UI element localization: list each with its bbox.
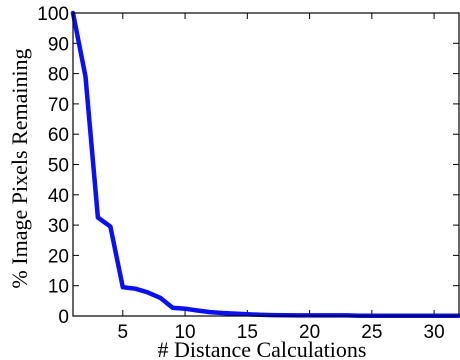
x-tick-label: 30 [424,322,445,343]
y-tick-label: 50 [48,156,69,177]
x-tick-label: 5 [118,322,129,343]
y-tick-label: 80 [48,65,69,86]
y-tick-label: 30 [48,216,69,237]
y-tick-label: 10 [48,277,69,298]
y-tick-label: 100 [37,4,69,25]
y-tick-label: 20 [48,246,69,267]
y-tick-label: 60 [48,125,69,146]
y-tick-label: 0 [58,307,69,328]
series-layer [73,13,459,316]
x-axis-title: # Distance Calculations [158,337,367,360]
y-tick-label: 40 [48,186,69,207]
series-line-1 [73,13,459,316]
y-axis-title: % Image Pixels Remaining [7,48,32,288]
plot-frame [73,13,459,316]
y-tick-label: 70 [48,95,69,116]
y-tick-label: 90 [48,34,69,55]
